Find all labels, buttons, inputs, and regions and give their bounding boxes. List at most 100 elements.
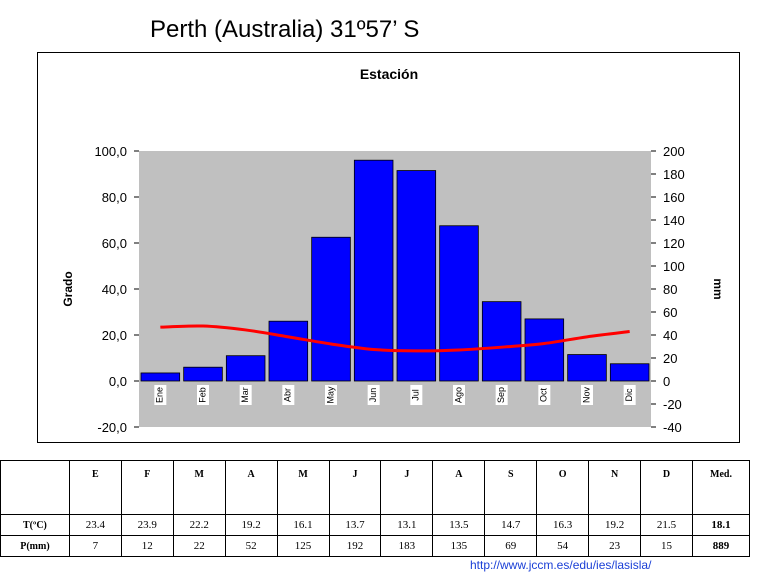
table-row-label: P(mm) [0,535,70,557]
table-cell: 135 [432,535,486,557]
table-cell: 69 [484,535,538,557]
y2-tick-label: -20 [663,397,682,412]
table-cell: 14.7 [484,514,538,536]
y2-tick-label: 180 [663,167,685,182]
x-tick-label: Mar [240,387,250,403]
table-cell: 15 [640,535,693,557]
chart-title: Estación [360,66,418,82]
x-label-box [239,385,252,405]
precip-bar [567,354,607,382]
precip-bar [439,225,479,382]
table-cell: 13.1 [380,514,434,536]
x-tick-label: Jul [411,389,421,401]
table-row: P(mm) 7 12 22 52 125 192 183 135 69 54 23 15 889 [0,535,751,557]
precip-bar [268,320,309,382]
table-cell: 23.4 [68,514,122,536]
precip-bar [183,366,223,382]
y2-tick-label: 20 [663,351,677,366]
table-header-cell: O [536,460,590,515]
climate-chart: Estación 100,0 80,0 60,0 40,0 20,0 0,0 -20,0 200… [37,52,740,443]
chart-svg: Estación100,080,060,040,020,00,0-20,0200… [61,66,725,435]
table-header-cell: J [380,460,434,515]
x-label-box [495,385,508,405]
table-cell: 22.2 [172,514,226,536]
table-cell: 23.9 [120,514,174,536]
y2-tick-label: 100 [663,259,685,274]
table-cell: 7 [68,535,122,557]
table-header-cell: F [120,460,174,515]
table-header-row: E F M A M J J A S O N D Med. [0,460,751,515]
x-label-box [410,385,423,405]
x-tick-label: Feb [197,387,207,403]
y-axis-label: Grado [61,271,75,306]
x-label-box [197,385,209,405]
table-header-cell: A [432,460,486,515]
table-cell: 21.5 [640,514,693,536]
x-label-box [282,385,295,405]
x-label-box [538,385,551,405]
table-cell: 54 [536,535,590,557]
table-cell: 13.5 [432,514,486,536]
page-title: Perth (Australia) 31º57’ S [150,16,420,43]
precip-bar [353,159,394,382]
table-header-cell: Med. [691,460,751,515]
table-header-cell: M [276,460,330,515]
y2-tick-label: 200 [663,144,685,159]
table-cell: 52 [224,535,278,557]
table-header-cell: D [640,460,693,515]
x-tick-label: Jun [368,388,378,403]
y-tick-label: 100,0 [94,144,127,159]
x-label-box [581,385,593,405]
table-header-cell: M [172,460,226,515]
plot-area [139,151,651,427]
table-cell: 16.3 [536,514,590,536]
table-cell: 19.2 [224,514,278,536]
precip-bar [396,170,437,382]
x-tick-label: Ago [453,387,463,403]
y2-tick-label: -40 [663,420,682,435]
y2-tick-label: 80 [663,282,677,297]
table-header-cell: S [484,460,538,515]
table-med-cell: 889 [691,535,751,557]
x-label-box [154,385,167,405]
x-tick-label: May [325,386,335,404]
y2-axis-label: mm [711,278,725,299]
table-cell: 12 [120,535,174,557]
y2-tick-label: 60 [663,305,677,320]
table-corner-cell [0,460,70,515]
table-cell: 13.7 [328,514,382,536]
table-row-label: T(ºC) [0,514,70,536]
y-tick-label: 20,0 [102,328,127,343]
x-tick-label: Sep [496,387,506,403]
table-row: T(ºC) 23.4 23.9 22.2 19.2 16.1 13.7 13.1 13.5 14.… [0,514,751,536]
table-header-cell: E [68,460,122,515]
y2-tick-label: 140 [663,213,685,228]
precip-bar [311,236,351,382]
table-header-cell: A [224,460,278,515]
table-cell: 19.2 [588,514,642,536]
precip-bar [225,355,266,382]
precip-bar [609,363,650,382]
table-med-cell: 18.1 [691,514,751,536]
x-tick-label: Abr [283,388,293,402]
x-label-box [623,385,636,405]
source-link[interactable]: http://www.jccm.es/edu/ies/lasisla/ [470,558,652,572]
x-tick-label: Dic [624,388,634,401]
x-tick-label: Oct [539,388,549,403]
x-label-box [367,385,380,405]
y-tick-label: 60,0 [102,236,127,251]
table-cell: 16.1 [276,514,330,536]
table-cell: 23 [588,535,642,557]
x-tick-label: Nov [581,387,591,404]
temperature-line [160,324,630,353]
y-tick-label: 80,0 [102,190,127,205]
table-header-cell: J [328,460,382,515]
climate-table: E F M A M J J A S O N D Med. T(ºC) 23.4 23.9 22.2 19.2 16.… [0,460,751,557]
y-tick-label: 0,0 [109,374,127,389]
precip-bar [481,301,522,382]
table-header-cell: N [588,460,642,515]
precip-bar [524,318,565,382]
table-cell: 125 [276,535,330,557]
y2-tick-label: 40 [663,328,677,343]
table-cell: 192 [328,535,382,557]
